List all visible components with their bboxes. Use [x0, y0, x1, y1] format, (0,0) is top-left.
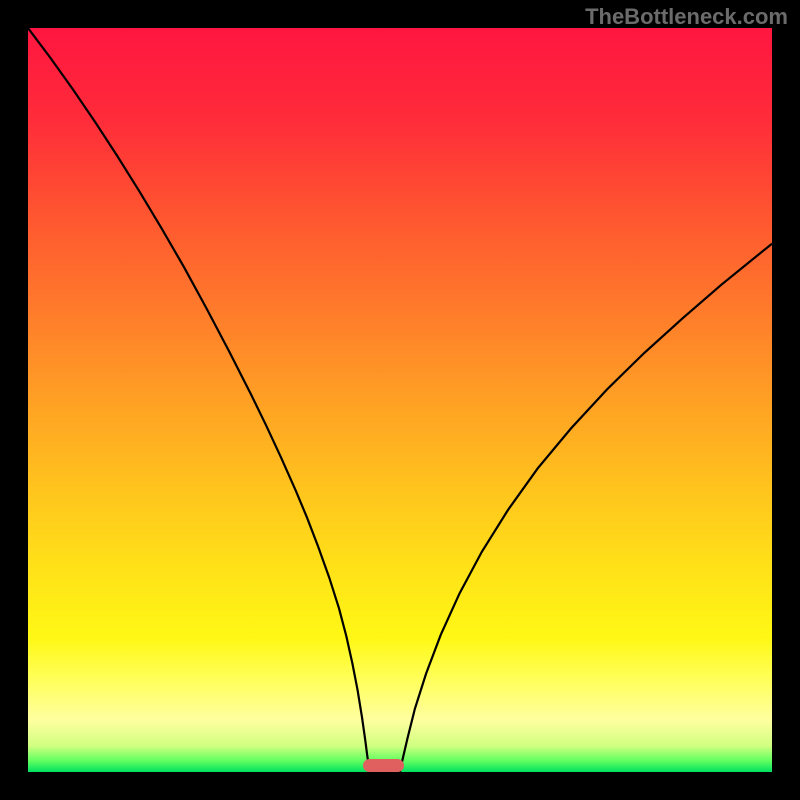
optimal-marker [363, 759, 404, 772]
watermark-text: TheBottleneck.com [585, 4, 788, 30]
curve-left [28, 28, 370, 772]
bottleneck-curves [28, 28, 772, 772]
plot-area [28, 28, 772, 772]
curve-right [400, 244, 772, 772]
